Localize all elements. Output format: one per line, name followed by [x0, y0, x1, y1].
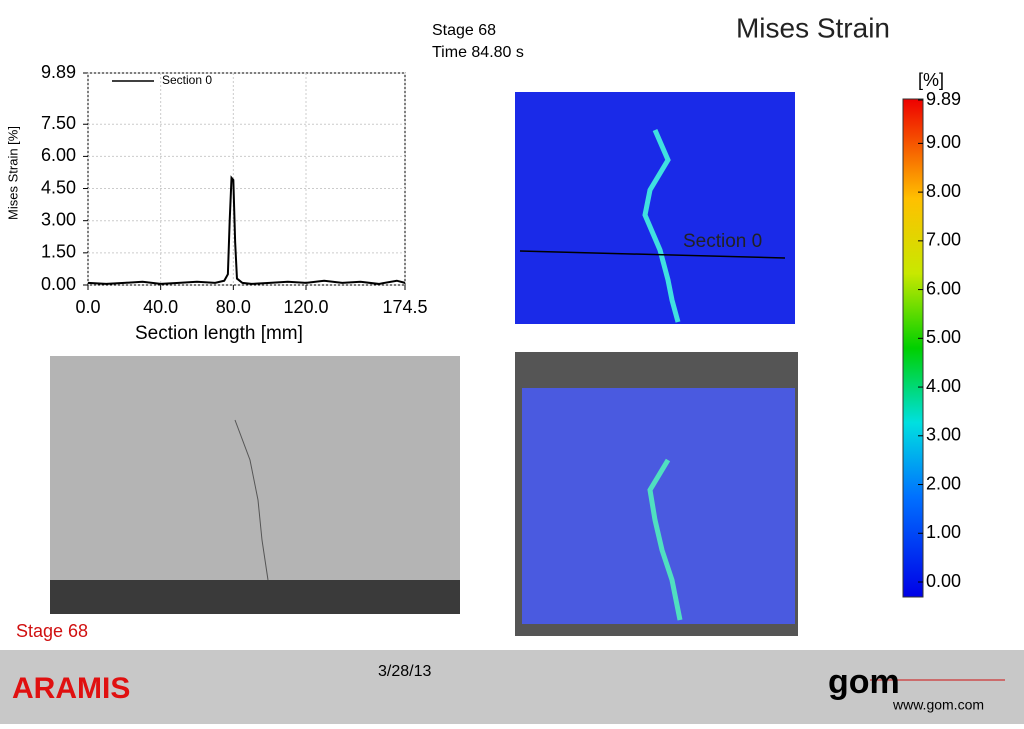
strain-map: Section 0 — [515, 92, 795, 324]
colorbar-tick-label: 8.00 — [926, 181, 961, 201]
colorbar-tick-label: 9.89 — [926, 89, 961, 109]
x-tick-label: 0.0 — [75, 297, 100, 317]
title: Mises Strain — [736, 12, 890, 43]
colorbar-tick-label: 2.00 — [926, 473, 961, 493]
url: www.gom.com — [892, 697, 984, 713]
y-tick-label: 1.50 — [41, 242, 76, 262]
logo: gom — [828, 663, 900, 701]
y-tick-label: 3.00 — [41, 209, 76, 229]
x-tick-label: 120.0 — [283, 297, 328, 317]
stage-text: Stage 68 — [432, 22, 496, 39]
legend-label: Section 0 — [162, 73, 212, 87]
colorbar — [902, 98, 924, 598]
x-axis-label: Section length [mm] — [135, 323, 303, 344]
y-tick-label: 9.89 — [41, 62, 76, 82]
y-tick-label: 7.50 — [41, 113, 76, 133]
data-line — [87, 175, 406, 285]
brand: ARAMIS — [12, 672, 130, 705]
colorbar-tick-label: 4.00 — [926, 376, 961, 396]
x-tick-label: 40.0 — [143, 297, 178, 317]
overlay-photo — [515, 352, 798, 636]
stage-label: Stage 68 — [16, 621, 88, 641]
y-tick-label: 6.00 — [41, 145, 76, 165]
y-tick-label: 0.00 — [41, 274, 76, 294]
date: 3/28/13 — [378, 663, 431, 680]
colorbar-tick-label: 7.00 — [926, 230, 961, 250]
y-axis-label: Mises Strain [%] — [5, 126, 20, 220]
specimen-photo — [50, 356, 460, 614]
colorbar-tick-label: 9.00 — [926, 132, 961, 152]
time-text: Time 84.80 s — [432, 44, 524, 61]
colorbar-unit: [%] — [918, 70, 944, 90]
footer-bar — [0, 650, 1024, 724]
colorbar-tick-label: 0.00 — [926, 571, 961, 591]
y-tick-label: 4.50 — [41, 177, 76, 197]
x-tick-label: 174.5 — [382, 297, 427, 317]
colorbar-tick-label: 3.00 — [926, 425, 961, 445]
x-tick-label: 80.0 — [216, 297, 251, 317]
colorbar-tick-label: 1.00 — [926, 522, 961, 542]
colorbar-tick-label: 6.00 — [926, 278, 961, 298]
colorbar-tick-label: 5.00 — [926, 327, 961, 347]
section-label: Section 0 — [683, 231, 762, 252]
